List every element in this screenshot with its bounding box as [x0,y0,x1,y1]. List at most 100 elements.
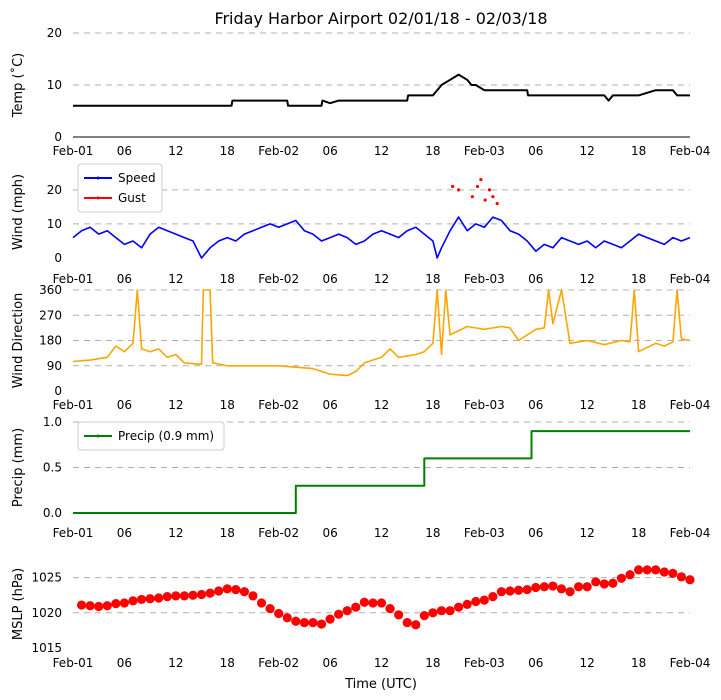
y-tick-label: 1025 [31,571,62,585]
y-axis-label: Wind (mph) [11,174,26,250]
series-mslp-marker [368,598,378,608]
y-tick-label: 270 [39,308,62,322]
series-speed-line [72,216,691,259]
series-mslp-marker [659,567,669,577]
x-tick-label: 12 [580,398,595,412]
panel-wind: 0 10 20 Feb-01 06 12 18 Feb-02 06 12 18 Feb-03 06 12 1… [11,163,711,286]
x-tick-label: 18 [425,656,440,670]
x-tick-label: Feb-01 [53,144,94,158]
series-gust-point [483,198,487,202]
x-tick-label: Feb-02 [258,144,299,158]
series-mslp-marker [188,590,198,600]
series-mslp-marker [256,598,267,608]
series-mslp-marker [282,613,292,623]
x-tick-label: Feb-04 [670,398,711,412]
series-mslp-marker [428,608,438,618]
y-axis-label: Precip (mm) [11,428,26,507]
series-mslp-marker [685,575,695,585]
series-gust-point [457,188,461,192]
x-tick-label: Feb-01 [53,398,94,412]
x-tick-label: 06 [322,526,337,540]
y-tick-label: 90 [47,359,62,373]
x-tick-label: 12 [168,398,183,412]
series-mslp-marker [291,616,301,626]
x-tick-label: 18 [631,656,646,670]
series-mslp-marker [222,584,232,594]
legend-label: Speed [118,171,156,185]
x-tick-label: Feb-01 [53,272,94,286]
series-mslp-marker [119,598,130,608]
legend-box [77,421,225,451]
series-mslp-marker [205,588,215,598]
x-tick-label: Feb-04 [670,272,711,286]
y-axis-label: Wind Direction [11,293,26,389]
series-mslp-marker [162,592,172,602]
series-mslp-marker [394,610,404,620]
x-tick-label: 06 [528,272,543,286]
series-mslp-marker [488,592,498,602]
x-tick-label: 12 [580,526,595,540]
y-tick-label: 0 [54,130,62,144]
x-tick-label: 18 [220,272,235,286]
series-mslp-marker [136,594,147,605]
series-mslp-marker [111,599,121,609]
series-precip-line [73,430,690,514]
series-mslp-marker [505,586,515,596]
x-tick-label: 06 [528,398,543,412]
y-tick-label: 0 [54,384,62,398]
x-tick-label: 18 [220,656,235,670]
chart-title: Friday Harbor Airport 02/01/18 - 02/03/1… [214,9,547,28]
series-gust-point [470,195,474,199]
series-mslp-marker [445,606,455,616]
x-tick-label: 12 [168,656,183,670]
series-mslp-marker [316,619,327,629]
series-mslp-marker [239,587,249,597]
y-tick-label: 0 [54,251,62,265]
y-tick-label: 0.5 [43,461,62,475]
y-axis-label: MSLP (hPa) [11,568,26,640]
series-mslp-marker [539,582,549,592]
series-mslp-marker [582,582,592,592]
x-tick-label: 12 [168,144,183,158]
series-mslp-marker [436,606,447,616]
x-tick-label: 18 [425,398,440,412]
series-mslp-marker [633,565,644,575]
series-gust-point [479,178,483,182]
panel-mslp: 1015 1020 1025 Feb-01 06 12 18 Feb-02 06 12 18 Feb-… [11,565,710,670]
series-mslp-marker [402,618,412,628]
series-mslp-marker [651,565,661,575]
x-tick-label: Feb-03 [464,526,505,540]
series-mslp-marker [419,611,429,621]
series-mslp-marker [231,584,241,595]
legend-marker [96,434,100,438]
y-tick-label: 180 [39,334,62,348]
series-mslp-marker [351,602,361,612]
series-mslp-marker [179,591,190,601]
panel-temp: 0 10 20 Feb-01 06 12 18 Feb-02 06 12 18 Feb-03 06 12 1… [10,26,710,158]
x-tick-label: 06 [322,272,337,286]
y-tick-label: 360 [39,283,62,297]
series-mslp-marker [479,595,489,605]
series-gust-point [487,188,492,192]
x-tick-label: Feb-01 [53,526,94,540]
series-mslp-marker [342,606,352,616]
x-tick-label: 06 [528,656,543,670]
x-tick-label: Feb-02 [258,272,299,286]
panel-dir: 0 90 180 270 360 Feb-01 06 12 18 Feb-02 06 12 18 Feb-… [11,283,710,412]
series-mslp-marker [599,579,609,589]
x-tick-label: 18 [220,526,235,540]
x-tick-label: 18 [631,272,646,286]
panel-precip: 0.0 0.5 1.0 Feb-01 06 12 18 Feb-02 06 12 18 Feb-03 0… [11,415,710,540]
x-tick-label: 12 [580,272,595,286]
x-tick-label: 06 [528,526,543,540]
series-mslp-marker [531,582,541,593]
series-mslp-marker [85,601,95,611]
series-mslp-marker [308,618,318,628]
x-tick-label: Feb-02 [258,398,299,412]
series-mslp-marker [94,601,104,612]
x-tick-label: 12 [374,656,389,670]
y-tick-label: 10 [47,217,62,231]
series-mslp-marker [334,609,344,619]
series-mslp-marker [154,593,164,603]
